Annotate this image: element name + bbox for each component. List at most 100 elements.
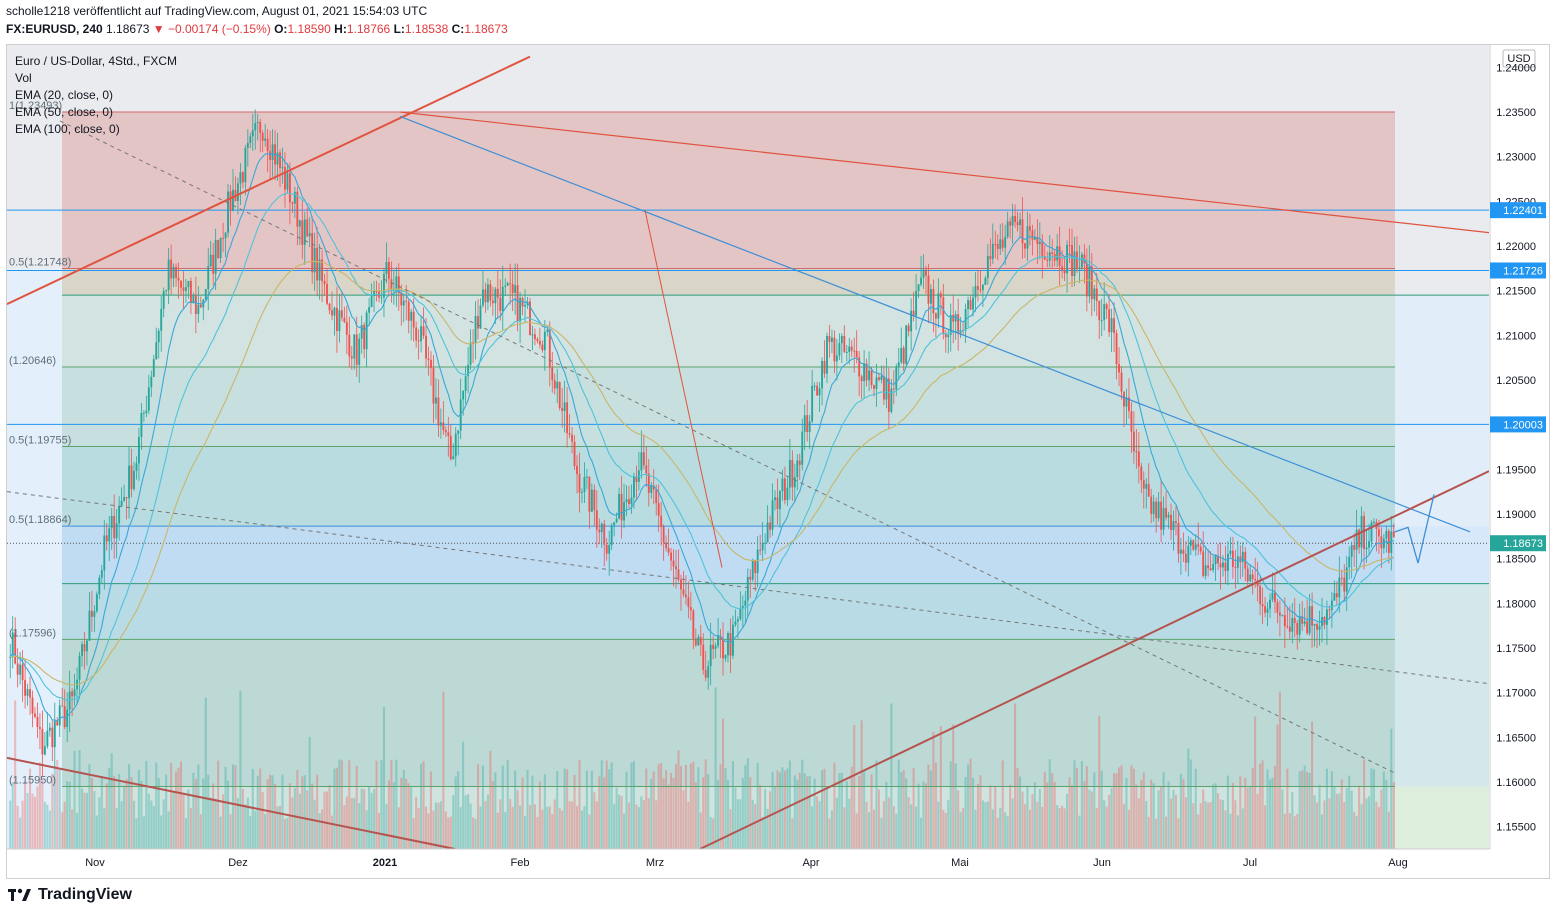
candle-body	[261, 132, 264, 141]
chart-legend: Euro / US-Dollar, 4Std., FXCM Vol EMA (2…	[15, 53, 177, 138]
volume-bar	[944, 812, 947, 849]
volume-bar	[165, 774, 168, 849]
volume-bar	[1061, 805, 1064, 849]
volume-bar	[986, 801, 989, 849]
volume-bar	[1028, 809, 1031, 849]
time-tick-label: Aug	[1388, 857, 1408, 869]
legend-vol[interactable]: Vol	[15, 71, 32, 85]
candle-body	[917, 284, 920, 291]
legend-ema20[interactable]: EMA (20, close, 0)	[15, 88, 114, 102]
volume-bar	[464, 795, 467, 849]
candle-body	[618, 493, 621, 519]
volume-bar	[363, 789, 366, 849]
volume-bar	[954, 763, 957, 849]
volume-bar	[29, 768, 32, 849]
volume-bar	[189, 807, 192, 849]
volume-bar	[868, 812, 871, 849]
candle-body	[318, 259, 321, 281]
candle-body	[1167, 514, 1170, 518]
candle-body	[115, 523, 118, 539]
candle-body	[1103, 304, 1106, 321]
volume-bar	[724, 768, 727, 849]
tradingview-logo-icon	[8, 888, 31, 901]
volume-bar	[835, 797, 838, 849]
fib-level-label: 0.5(1.21748)	[9, 257, 71, 269]
volume-bar	[897, 759, 900, 849]
candle-body	[845, 351, 848, 353]
candle-body	[1123, 391, 1125, 407]
volume-bar	[524, 815, 527, 849]
candle-body	[920, 277, 922, 285]
candle-body	[969, 300, 972, 310]
volume-bar	[24, 781, 27, 849]
volume-bar	[56, 760, 59, 849]
volume-bar	[610, 762, 613, 849]
projection-arrow	[1394, 494, 1435, 564]
tradingview-footer[interactable]: TradingView	[8, 886, 132, 904]
candle-body	[831, 337, 833, 342]
volume-bar	[328, 785, 331, 849]
candle-body	[1019, 219, 1021, 226]
volume-bar	[692, 761, 695, 849]
volume-bar	[140, 780, 143, 849]
candle-body	[613, 522, 616, 526]
candle-body	[1189, 540, 1192, 546]
candle-body	[878, 377, 880, 380]
candle-body	[744, 600, 747, 606]
volume-bar	[578, 760, 581, 849]
volume-bar	[1177, 818, 1180, 849]
volume-bar	[90, 778, 93, 849]
candle-body	[788, 460, 791, 488]
candle-body	[868, 370, 870, 381]
future-zone-green	[1395, 786, 1489, 849]
volume-bar	[207, 774, 210, 849]
candle-body	[853, 350, 856, 352]
candle-body	[1318, 626, 1321, 630]
volume-bar	[1221, 800, 1225, 849]
candle-body	[123, 497, 126, 501]
volume-bar	[227, 780, 230, 849]
volume-bar	[298, 793, 301, 849]
candle-body	[724, 655, 727, 659]
candle-body	[380, 297, 383, 299]
candle-body	[882, 376, 885, 400]
volume-bar	[1392, 782, 1395, 849]
volume-bar	[1301, 770, 1304, 849]
candle-body	[1157, 501, 1160, 519]
candle-body	[222, 237, 225, 239]
volume-bar	[1241, 808, 1244, 849]
candle-body	[826, 336, 828, 374]
legend-ema50[interactable]: EMA (50, close, 0)	[15, 105, 114, 119]
volume-bar	[469, 803, 472, 849]
volume-bar	[1182, 779, 1185, 849]
candle-body	[1293, 617, 1296, 623]
candle-body	[469, 342, 472, 365]
candle-body	[1120, 372, 1123, 392]
volume-bar	[484, 801, 487, 849]
volume-bar	[407, 783, 410, 849]
candle-body	[499, 297, 502, 312]
volume-bar	[266, 779, 269, 849]
candle-body	[937, 293, 940, 319]
time-tick-label: Dez	[228, 857, 248, 869]
candle-body	[1071, 245, 1073, 276]
candle-body	[934, 313, 937, 319]
candle-body	[348, 334, 351, 357]
candle-body	[972, 297, 974, 310]
candle-body	[390, 279, 393, 290]
volume-bar	[739, 799, 742, 849]
candle-body	[1115, 333, 1118, 365]
volume-bar	[761, 816, 764, 849]
candle-body	[63, 706, 66, 728]
legend-ema100[interactable]: EMA (100, close, 0)	[15, 122, 120, 136]
volume-bar	[1142, 772, 1145, 849]
volume-bar	[722, 718, 725, 849]
volume-bar	[113, 776, 116, 849]
candle-body	[885, 378, 888, 400]
volume-bar	[1214, 783, 1217, 849]
candle-body	[781, 478, 784, 492]
candle-body	[48, 727, 51, 731]
volume-bar	[1105, 806, 1108, 849]
candle-body	[1046, 259, 1049, 261]
